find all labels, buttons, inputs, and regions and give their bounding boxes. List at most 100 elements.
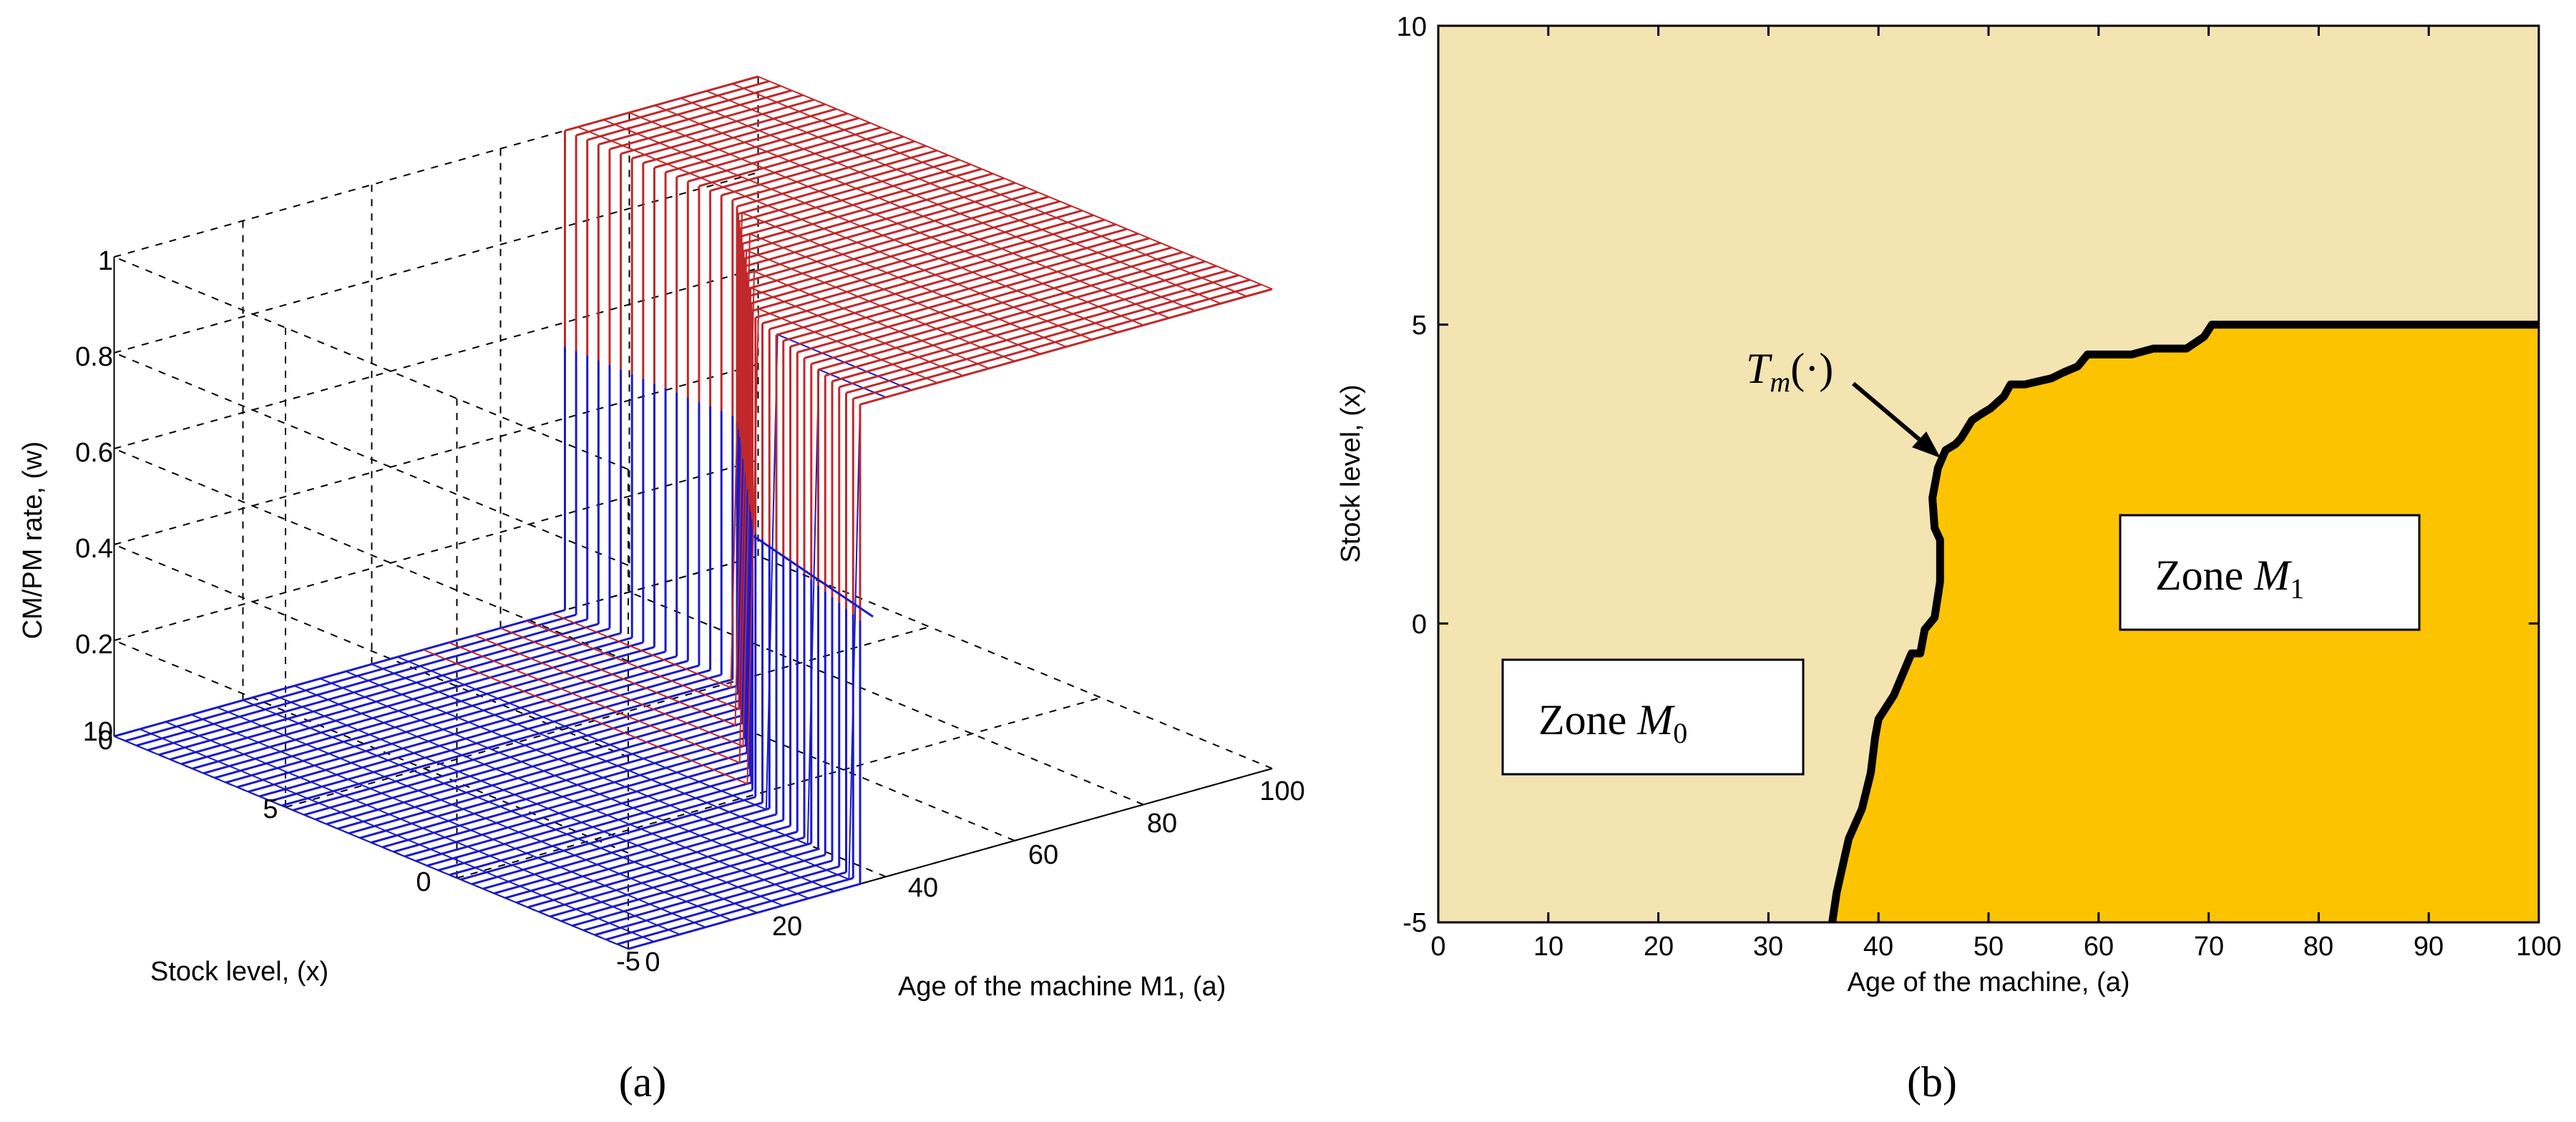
surface-high-strip	[852, 283, 1262, 400]
surface-low-strip	[616, 877, 854, 945]
y-tick-label: 10	[83, 717, 113, 747]
surface-low-strip	[494, 813, 777, 894]
surface-high-strip	[804, 250, 1184, 359]
zone-m0-label: Zone M0	[1538, 696, 1687, 749]
x-tick-label: 60	[1028, 840, 1058, 870]
surface-high-strip	[751, 209, 1083, 305]
surface-mesh-line	[577, 126, 1093, 341]
surface-low-strip	[371, 736, 746, 844]
surface-high-strip	[631, 103, 826, 160]
surface-low-strip	[381, 744, 746, 849]
surface-high-strip	[665, 117, 859, 174]
x-tick-label: 90	[2414, 932, 2444, 962]
zone-m0-label-math: M	[1636, 696, 1675, 743]
z-tick-label: 0.4	[75, 534, 113, 564]
boundary-annotation: Tm(·)	[1746, 345, 1833, 398]
surface-high-strip	[736, 149, 937, 208]
surface-low-strip	[460, 796, 756, 881]
grid-line	[114, 448, 629, 662]
annotation-arrow-shaft	[1852, 381, 1929, 449]
zone-m1-label-math: M	[2253, 552, 2292, 599]
surface-high-strip	[597, 89, 792, 146]
surface-low-strip	[482, 807, 770, 890]
surface-high-strip	[738, 158, 960, 223]
x-tick-label: 0	[645, 947, 660, 977]
surface-low-strip	[170, 632, 622, 761]
zone-m0-label-box	[1501, 658, 1805, 776]
surface-mesh-line	[346, 404, 861, 881]
grid-line	[114, 352, 629, 566]
surface-high-strip	[755, 218, 1106, 319]
surface-mesh-line	[474, 270, 990, 748]
surface-low-strip	[538, 836, 805, 913]
y-tick-label: -5	[616, 947, 640, 977]
grid-line	[114, 459, 758, 641]
surface-low-strip	[281, 678, 733, 807]
surface-low-strip	[203, 645, 655, 775]
grid-line	[457, 697, 1101, 879]
surface-high-strip	[676, 122, 871, 178]
surface-mesh-line	[526, 233, 1041, 710]
surface-high-strip	[783, 237, 1150, 342]
surface-low-strip	[605, 871, 847, 941]
chart-zone-map: 0 10 20 30 40 50 60 70 80 90 100 -5 0 5 …	[1336, 12, 2562, 1106]
surface-low-region	[114, 333, 912, 950]
y-tick-label: -5	[1402, 908, 1427, 938]
z-tick-label: 0	[98, 726, 113, 756]
surface-high-strip	[609, 94, 804, 150]
grid-line	[285, 626, 930, 808]
surface-low-strip	[337, 714, 742, 830]
x-tick-label: 40	[1863, 932, 1893, 962]
surface-low-strip	[348, 722, 743, 835]
surface-high-strip	[620, 98, 815, 155]
surface-low-strip	[550, 842, 812, 918]
surface-mesh-line	[294, 685, 809, 899]
surface-mesh-line	[397, 333, 912, 811]
surface-mesh-line	[268, 692, 784, 907]
surface-high-strip	[738, 154, 949, 215]
surface-low-strip	[404, 759, 748, 858]
y-tick-label: 5	[263, 794, 278, 824]
surface-mesh-line	[603, 119, 1118, 333]
z-axis-label: CM/PM rate, (w)	[18, 442, 48, 640]
surface-high-strip	[744, 182, 1016, 260]
y-tick-label: 5	[1412, 311, 1427, 341]
surface-low-strip	[527, 830, 798, 909]
surface-low-strip	[214, 650, 666, 779]
y-axis-label: Stock level, (x)	[150, 957, 328, 987]
x-tick-label: 100	[1259, 776, 1304, 806]
surface-low-strip	[114, 609, 565, 738]
surface-high-strip	[762, 223, 1116, 325]
y-axis-label: Stock level, (x)	[1336, 384, 1366, 562]
surface-low-strip	[393, 751, 748, 853]
surface-mesh-line	[320, 678, 835, 892]
surface-low-strip	[192, 641, 644, 770]
surface-mesh-line	[500, 249, 1015, 726]
x-tick-label: 80	[1147, 809, 1177, 839]
z-tick-label: 1	[98, 246, 113, 276]
zone-m1-label: Zone M1	[2155, 552, 2304, 605]
surface-mesh-line	[140, 728, 655, 942]
surface-high-strip	[846, 278, 1251, 394]
surface-mesh-line	[758, 76, 1273, 290]
chart-3d-grid	[113, 76, 1273, 950]
surface-low-strip	[628, 882, 861, 950]
grid-line	[758, 555, 1273, 769]
surface-high-strip	[824, 265, 1217, 377]
grid-line	[114, 172, 758, 353]
surface-mesh-line	[243, 699, 758, 914]
panel-caption-a: (a)	[619, 1058, 667, 1106]
z-tick-label: 0.6	[75, 438, 113, 468]
surface-transition-wall	[564, 130, 874, 884]
y-tick-label: 10	[1397, 12, 1427, 42]
surface-low-strip	[315, 699, 740, 821]
surface-high-strip	[859, 288, 1273, 406]
grid-line	[114, 268, 758, 449]
surface-mesh-line	[552, 211, 1067, 689]
surface-low-strip	[516, 824, 791, 904]
zone-m1-label-subscript: 1	[2290, 572, 2304, 605]
surface-low-strip	[248, 664, 700, 793]
x-tick-label: 60	[2084, 932, 2114, 962]
surface-mesh-line	[629, 112, 1144, 326]
surface-low-strip	[471, 801, 763, 886]
